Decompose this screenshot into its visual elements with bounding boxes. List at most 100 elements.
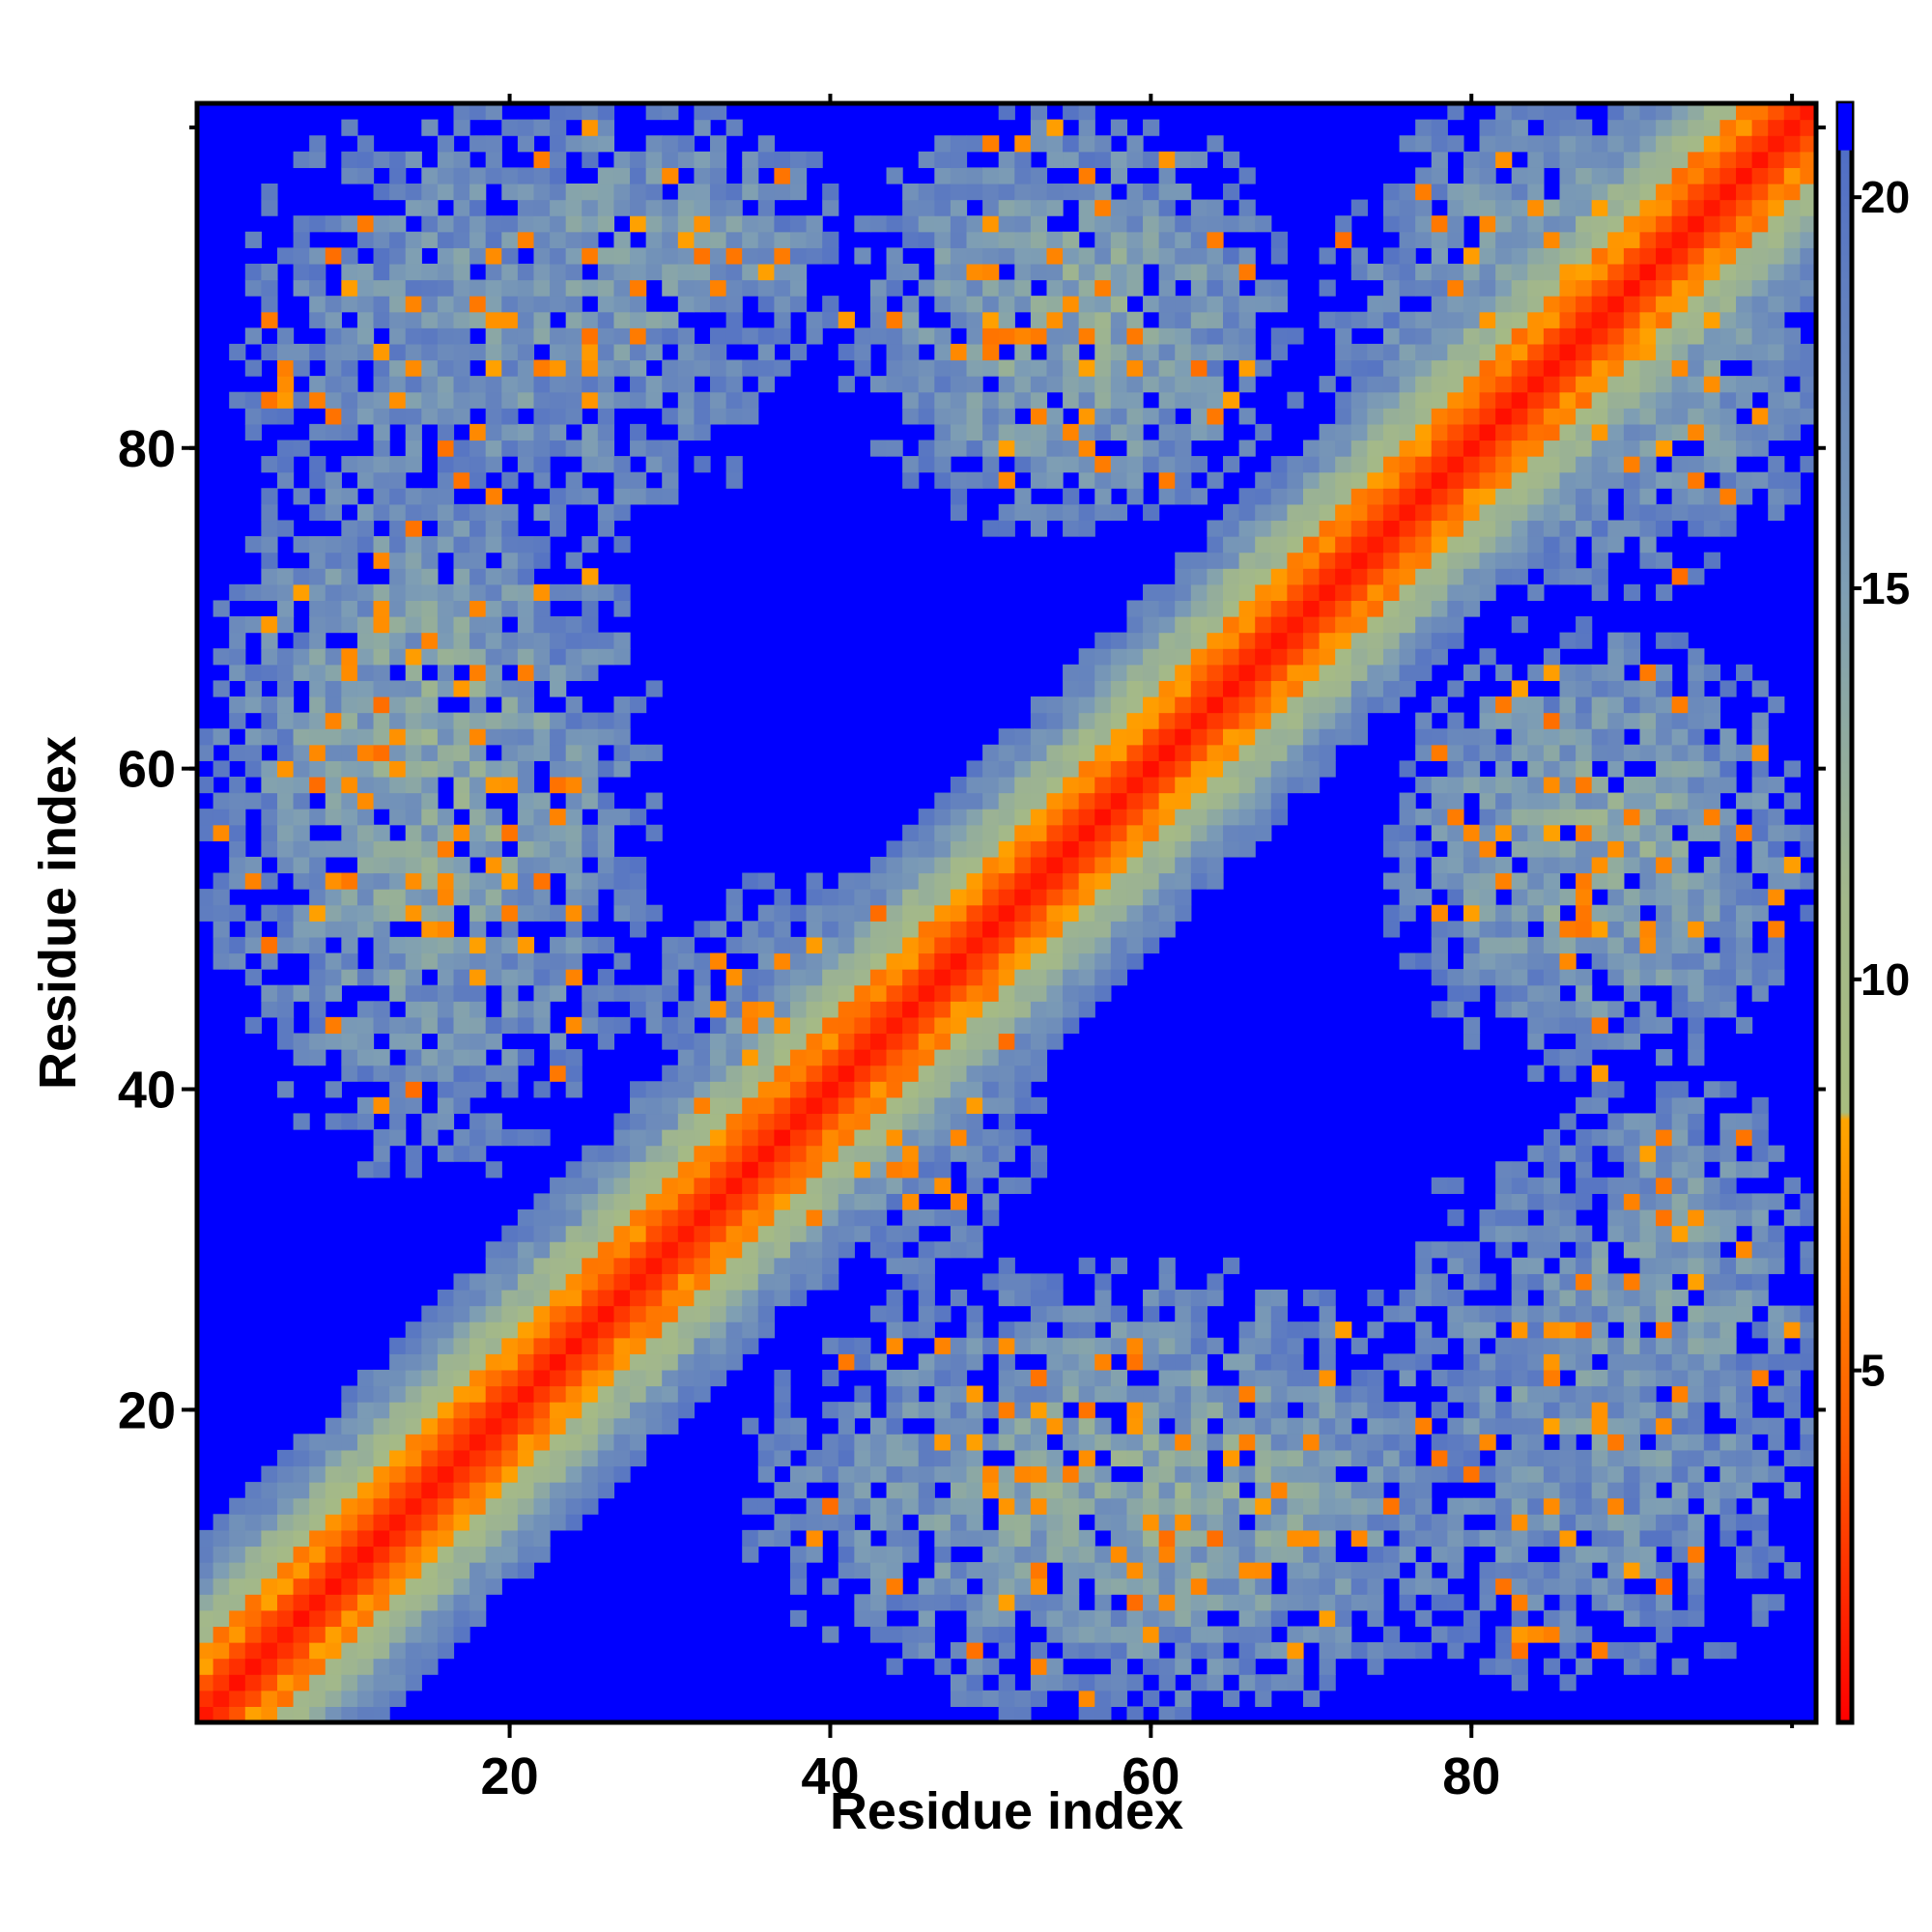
- heatmap-cell: [1415, 1482, 1433, 1499]
- heatmap-cell: [1463, 279, 1481, 297]
- heatmap-cell: [1126, 1609, 1144, 1628]
- heatmap-cell: [244, 696, 262, 714]
- heatmap-cell: [437, 1305, 455, 1322]
- heatmap-cell: [1143, 1609, 1160, 1628]
- heatmap-cell: [918, 1081, 935, 1098]
- heatmap-cell: [597, 119, 615, 136]
- heatmap-cell: [517, 311, 535, 328]
- heatmap-cell: [565, 936, 582, 954]
- heatmap-cell: [1447, 183, 1464, 201]
- heatmap-cell: [373, 1417, 390, 1435]
- heatmap-cell: [1143, 1289, 1160, 1307]
- heatmap-cell: [1063, 247, 1080, 265]
- heatmap-cell: [389, 1482, 407, 1499]
- heatmap-cell: [533, 1465, 551, 1483]
- heatmap-cell: [774, 1065, 791, 1082]
- heatmap-cell: [1527, 408, 1545, 425]
- heatmap-cell: [533, 728, 551, 746]
- heatmap-cell: [1175, 1402, 1192, 1419]
- heatmap-cell: [1335, 408, 1352, 425]
- heatmap-cell: [966, 1081, 983, 1098]
- heatmap-cell: [244, 1690, 262, 1707]
- heatmap-cell: [341, 488, 358, 505]
- heatmap-cell: [1110, 936, 1128, 954]
- heatmap-cell: [966, 1241, 983, 1259]
- heatmap-cell: [982, 889, 1000, 906]
- heatmap-cell: [1030, 984, 1048, 1002]
- heatmap-cell: [1207, 1546, 1224, 1563]
- heatmap-cell: [1207, 680, 1224, 697]
- heatmap-cell: [645, 1273, 663, 1291]
- heatmap-cell: [469, 1482, 487, 1499]
- heatmap-cell: [276, 648, 295, 666]
- heatmap-cell: [341, 1674, 358, 1691]
- heatmap-cell: [1415, 503, 1433, 522]
- heatmap-cell: [453, 1305, 470, 1322]
- heatmap-cell: [1063, 809, 1080, 826]
- heatmap-cell: [1495, 696, 1513, 714]
- heatmap-cell: [998, 1001, 1015, 1018]
- heatmap-cell: [1527, 471, 1545, 489]
- heatmap-cell: [1495, 471, 1513, 489]
- heatmap-cell: [1158, 456, 1176, 473]
- heatmap-cell: [309, 456, 327, 473]
- heatmap-cell: [356, 1402, 375, 1419]
- heatmap-cell: [437, 616, 455, 634]
- heatmap-cell: [1126, 1626, 1144, 1643]
- heatmap-cell: [517, 1289, 535, 1307]
- heatmap-cell: [613, 1353, 631, 1371]
- heatmap-cell: [373, 1449, 390, 1467]
- heatmap-cell: [1094, 1546, 1112, 1563]
- heatmap-cell: [886, 279, 903, 297]
- heatmap-cell: [710, 1241, 727, 1259]
- heatmap-cell: [966, 408, 983, 425]
- heatmap-cell: [1046, 1289, 1064, 1307]
- heatmap-cell: [886, 247, 903, 265]
- heatmap-cell: [1223, 1546, 1240, 1563]
- heatmap-cell: [582, 1465, 599, 1483]
- heatmap-cell: [453, 824, 470, 841]
- heatmap-cell: [533, 856, 551, 874]
- heatmap-cell: [710, 1337, 727, 1354]
- heatmap-cell: [1078, 889, 1095, 906]
- heatmap-cell: [886, 167, 903, 185]
- heatmap-cell: [1511, 1257, 1528, 1274]
- heatmap-cell: [1463, 760, 1481, 778]
- heatmap-cell: [1447, 215, 1464, 233]
- heatmap-cell: [1382, 359, 1401, 377]
- heatmap-cell: [950, 1208, 968, 1227]
- heatmap-cell: [517, 263, 535, 281]
- heatmap-cell: [838, 1081, 855, 1098]
- heatmap-cell: [261, 1658, 278, 1675]
- heatmap-cell: [597, 1241, 615, 1259]
- heatmap-cell: [1479, 792, 1496, 810]
- heatmap-cell: [421, 552, 439, 569]
- heatmap-cell: [630, 1289, 647, 1307]
- heatmap-cell: [1014, 936, 1032, 954]
- heatmap-cell: [1367, 376, 1384, 393]
- heatmap-cell: [613, 391, 631, 409]
- heatmap-cell: [453, 471, 470, 489]
- heatmap-cell: [1415, 376, 1433, 393]
- heatmap-cell: [854, 1449, 871, 1467]
- heatmap-cell: [469, 103, 487, 121]
- heatmap-cell: [501, 1289, 519, 1307]
- heatmap-cell: [533, 1497, 551, 1515]
- heatmap-cell: [1479, 503, 1496, 522]
- heatmap-cell: [341, 552, 358, 569]
- heatmap-cell: [356, 809, 375, 826]
- heatmap-cell: [1382, 632, 1401, 649]
- heatmap-cell: [1399, 600, 1416, 617]
- heatmap-cell: [1126, 327, 1144, 345]
- heatmap-cell: [1415, 616, 1433, 634]
- heatmap-cell: [1063, 1465, 1080, 1483]
- heatmap-cell: [869, 969, 888, 986]
- heatmap-cell: [1238, 376, 1256, 393]
- heatmap-cell: [276, 327, 295, 345]
- heatmap-cell: [389, 408, 407, 425]
- heatmap-cell: [645, 1081, 663, 1098]
- heatmap-cell: [453, 1434, 470, 1451]
- heatmap-cell: [565, 1449, 582, 1467]
- heatmap-cell: [677, 231, 696, 248]
- heatmap-cell: [1030, 889, 1048, 906]
